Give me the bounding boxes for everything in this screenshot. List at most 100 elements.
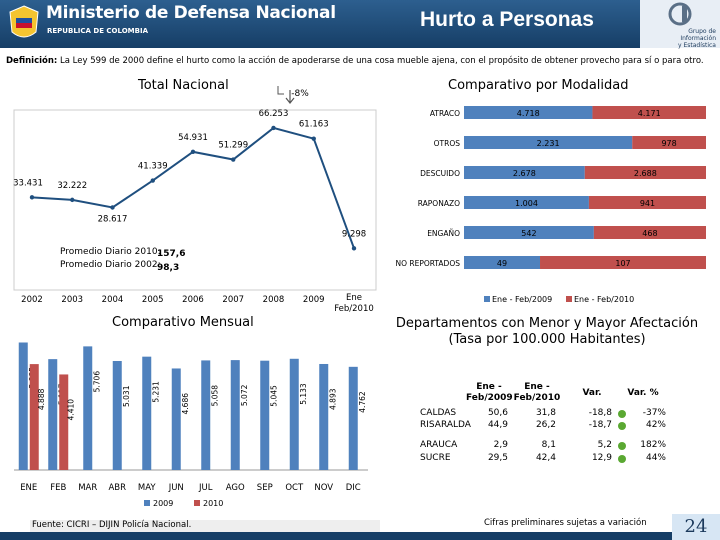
dept-value-2010: 42,4 [535,453,556,463]
x-tick-label: 2004 [102,295,124,305]
bar-2009 [83,346,93,470]
republic-label: REPUBLICA DE COLOMBIA [47,27,148,35]
x-tick-label: AGO [226,483,245,493]
preliminary-note: Cifras preliminares sujetas a variación [484,518,647,528]
bar-label-2010: 107 [615,259,630,268]
bar-2009 [464,226,594,239]
data-point [29,195,35,200]
x-tick-label: 2008 [263,295,285,305]
status-dot-icon [618,422,626,430]
dept-name: CALDAS [420,408,457,418]
coat-of-arms-icon [9,5,39,38]
bar-2009 [112,360,122,470]
bar-label-2009: 5.231 [151,381,160,403]
bar-label-2009: 49 [497,259,507,268]
bar-label-2009: 1.004 [515,199,538,208]
promedio-2010-label: Promedio Diario 2010: [60,247,161,257]
modalidad-title: Comparativo por Modalidad [448,78,629,93]
header-bar: Ministerio de Defensa Nacional REPUBLICA… [0,0,720,48]
page-title: Hurto a Personas [420,8,594,31]
bar-2009 [18,342,28,470]
bar-label-2010: 941 [640,199,655,208]
data-point [150,178,155,183]
group-label-line-2: y Estadística [677,42,716,49]
legend-swatch-2010 [194,500,200,506]
data-label: 9.298 [342,229,366,239]
bar-2010 [588,196,706,209]
legend-label-2009: 2009 [153,499,173,508]
dept-var-pct: 42% [645,420,666,430]
status-dot-icon [618,410,626,418]
dept-var: 5,2 [597,440,612,450]
x-tick-label: 2007 [222,295,244,305]
x-tick-label: JUL [198,483,213,493]
x-tick-label: ABR [108,483,126,493]
data-point [351,246,357,251]
data-point [311,136,316,141]
ministry-name: Ministerio de Defensa Nacional [46,3,336,23]
bar-2009 [464,106,593,119]
mensual-chart: 5.8854.888ENE5.1174.410FEB5.706MAR5.031A… [14,342,368,508]
x-tick-label: 2005 [142,295,164,305]
bar-label-2010: 978 [661,139,676,148]
x-tick-label: NOV [314,483,333,493]
dept-var: 12,9 [591,453,612,463]
promedio-2010-value: 157,6 [157,249,185,259]
definition-label: Definición: [6,56,58,66]
x-tick-label: MAR [78,483,97,493]
x-tick-label: Ene [346,293,362,303]
data-point [70,197,75,203]
dept-name: RISARALDA [420,420,471,430]
data-point [190,149,196,155]
legend-swatch-2009 [484,296,490,302]
change-label: -8% [291,89,309,99]
dept-value-2009: 44,9 [487,420,508,430]
bar-2009 [142,356,152,470]
legend-label-2010: Ene - Feb/2010 [574,295,634,304]
bar-2009 [464,136,633,149]
dept-var: -18,8 [588,408,612,418]
bar-label-2010: 4.171 [638,109,661,118]
data-point [231,157,236,162]
dept-name: ARAUCA [420,440,458,450]
header-2010: Ene - Feb/2010 [513,382,561,403]
bar-2010 [632,136,706,149]
bar-label-2009: 4.686 [181,393,190,415]
bar-2009 [230,360,240,470]
legend-swatch-2010 [566,296,572,302]
group-logo-icon [668,2,692,26]
data-label: 28.617 [98,214,128,224]
bar-2009 [464,196,589,209]
data-point [110,205,115,210]
bar-label-2010: 4.410 [66,399,75,421]
dept-var: -18,7 [588,420,612,430]
departamentos-title: Departamentos con Menor y Mayor Afectaci… [395,316,699,347]
bar-2009 [171,368,181,470]
dept-var-pct: 182% [640,440,666,450]
bar-label-2009: 5.072 [240,384,249,406]
data-label: 41.339 [138,162,168,172]
x-tick-label: SEP [257,483,273,493]
total-nacional-title: Total Nacional [138,78,229,93]
dept-name: SUCRE [420,453,451,463]
bar-2010 [59,374,69,470]
down-arrow-icon [285,90,295,104]
header-var-pct: Var. % [627,388,659,398]
category-label: NO REPORTADOS [395,259,460,268]
data-point [271,125,276,131]
legend-swatch-2009 [144,500,150,506]
bar-2009 [348,366,358,470]
change-bracket [277,86,284,95]
bar-2009 [48,359,58,470]
dept-value-2009: 29,5 [487,453,508,463]
dept-value-2009: 50,6 [487,408,508,418]
group-label: Grupo de Información y Estadística [656,28,720,49]
bar-2009 [201,360,211,470]
bar-label-2010: 468 [642,229,657,238]
status-dot-icon [618,442,626,450]
source-note: Fuente: CICRI – DIJIN Policía Nacional. [30,520,380,532]
x-tick-label: 2009 [303,295,325,305]
x-tick-label: DIC [346,483,361,493]
bar-2009 [464,256,541,269]
legend-label-2009: Ene - Feb/2009 [492,295,552,304]
